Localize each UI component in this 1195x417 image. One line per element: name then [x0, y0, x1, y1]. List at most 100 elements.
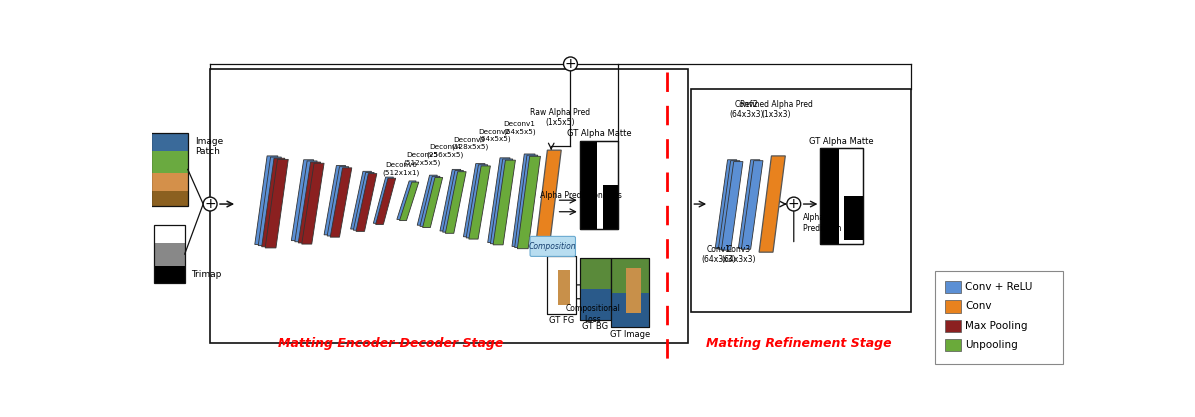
Text: Deconv4
(256x5x5): Deconv4 (256x5x5) — [427, 144, 464, 158]
Text: Refined Alpha Pred
(1x3x3): Refined Alpha Pred (1x3x3) — [740, 100, 813, 119]
FancyBboxPatch shape — [945, 339, 961, 351]
FancyBboxPatch shape — [154, 243, 185, 266]
Polygon shape — [265, 159, 288, 248]
Text: GT FG: GT FG — [549, 316, 574, 325]
Text: Alpha
Prediction Loss: Alpha Prediction Loss — [803, 213, 860, 233]
Polygon shape — [324, 166, 345, 235]
Polygon shape — [330, 168, 351, 237]
Polygon shape — [258, 157, 281, 246]
Polygon shape — [741, 161, 762, 249]
FancyBboxPatch shape — [531, 236, 576, 256]
Polygon shape — [262, 158, 284, 247]
Circle shape — [203, 197, 217, 211]
Text: Image
Patch: Image Patch — [195, 137, 223, 156]
FancyBboxPatch shape — [945, 319, 961, 332]
Text: Deconv6
(512x1x1): Deconv6 (512x1x1) — [382, 162, 419, 176]
Text: Conv + ReLU: Conv + ReLU — [966, 282, 1032, 292]
Polygon shape — [299, 162, 320, 243]
FancyBboxPatch shape — [154, 225, 185, 283]
Polygon shape — [399, 182, 418, 221]
Polygon shape — [292, 160, 313, 241]
Text: Composition: Composition — [529, 242, 576, 251]
Polygon shape — [739, 160, 760, 248]
FancyBboxPatch shape — [558, 271, 570, 305]
Text: Alpha Prediction Loss: Alpha Prediction Loss — [540, 191, 623, 200]
Text: Deconv1
(64x5x5): Deconv1 (64x5x5) — [503, 121, 537, 135]
Polygon shape — [718, 161, 740, 249]
Polygon shape — [397, 181, 416, 219]
FancyBboxPatch shape — [626, 268, 642, 314]
Polygon shape — [488, 158, 510, 243]
Polygon shape — [440, 169, 461, 231]
Polygon shape — [517, 156, 540, 249]
Polygon shape — [511, 154, 535, 246]
Text: Conv1
(64x3x3): Conv1 (64x3x3) — [701, 245, 736, 264]
Polygon shape — [535, 150, 562, 250]
Text: Compositional
Loss: Compositional Loss — [565, 304, 620, 324]
Text: Deconv3
(128x5x5): Deconv3 (128x5x5) — [451, 137, 489, 150]
FancyBboxPatch shape — [945, 300, 961, 313]
Text: Matting Encoder-Decoder Stage: Matting Encoder-Decoder Stage — [278, 337, 504, 350]
Polygon shape — [356, 173, 376, 231]
Polygon shape — [354, 173, 374, 230]
Text: Deconv5
(512x5x5): Deconv5 (512x5x5) — [403, 152, 441, 166]
FancyBboxPatch shape — [820, 148, 839, 244]
Circle shape — [564, 57, 577, 71]
FancyBboxPatch shape — [580, 289, 611, 319]
Polygon shape — [716, 160, 737, 248]
Text: +: + — [204, 197, 216, 211]
FancyBboxPatch shape — [611, 258, 649, 327]
Polygon shape — [375, 178, 396, 224]
Text: Max Pooling: Max Pooling — [966, 321, 1028, 331]
FancyBboxPatch shape — [151, 133, 188, 151]
Polygon shape — [295, 161, 317, 242]
Polygon shape — [302, 163, 324, 244]
FancyBboxPatch shape — [611, 293, 649, 327]
FancyBboxPatch shape — [580, 258, 611, 319]
Text: GT Alpha Matte: GT Alpha Matte — [566, 129, 631, 138]
Polygon shape — [515, 155, 538, 248]
Text: GT Alpha Matte: GT Alpha Matte — [809, 137, 874, 146]
Text: Matting Refinement Stage: Matting Refinement Stage — [706, 337, 891, 350]
FancyBboxPatch shape — [151, 173, 188, 191]
Text: Deconv2
(64x5x5): Deconv2 (64x5x5) — [478, 129, 510, 143]
Text: GT Image: GT Image — [609, 329, 650, 339]
FancyBboxPatch shape — [936, 271, 1064, 364]
FancyBboxPatch shape — [844, 196, 863, 240]
Polygon shape — [419, 176, 440, 226]
Text: Conv: Conv — [966, 301, 992, 311]
Text: GT BG: GT BG — [582, 322, 608, 331]
FancyBboxPatch shape — [151, 151, 188, 173]
FancyBboxPatch shape — [602, 185, 618, 229]
Text: +: + — [565, 57, 576, 71]
FancyBboxPatch shape — [945, 281, 961, 294]
Polygon shape — [417, 175, 437, 225]
Text: +: + — [788, 197, 799, 211]
Text: Conv3
(64x3x3): Conv3 (64x3x3) — [722, 245, 756, 264]
FancyBboxPatch shape — [546, 256, 576, 314]
Text: Conv2
(64x3x3): Conv2 (64x3x3) — [730, 100, 764, 119]
FancyBboxPatch shape — [154, 225, 185, 243]
Polygon shape — [464, 163, 485, 237]
Polygon shape — [442, 171, 464, 232]
Polygon shape — [759, 156, 785, 252]
Polygon shape — [490, 159, 513, 244]
Polygon shape — [423, 178, 442, 228]
Polygon shape — [468, 166, 490, 239]
Polygon shape — [350, 171, 372, 229]
FancyBboxPatch shape — [580, 141, 618, 229]
FancyBboxPatch shape — [151, 191, 188, 206]
Polygon shape — [373, 177, 393, 223]
Circle shape — [786, 197, 801, 211]
Text: Unpooling: Unpooling — [966, 340, 1018, 350]
Polygon shape — [255, 156, 278, 244]
Polygon shape — [327, 167, 349, 236]
Polygon shape — [494, 160, 515, 245]
Polygon shape — [466, 165, 488, 238]
FancyBboxPatch shape — [580, 141, 598, 229]
FancyBboxPatch shape — [820, 148, 863, 244]
Text: Trimap: Trimap — [191, 270, 221, 279]
Polygon shape — [446, 172, 466, 233]
Text: Raw Alpha Pred
(1x5x5): Raw Alpha Pred (1x5x5) — [531, 108, 590, 127]
Polygon shape — [722, 162, 743, 250]
